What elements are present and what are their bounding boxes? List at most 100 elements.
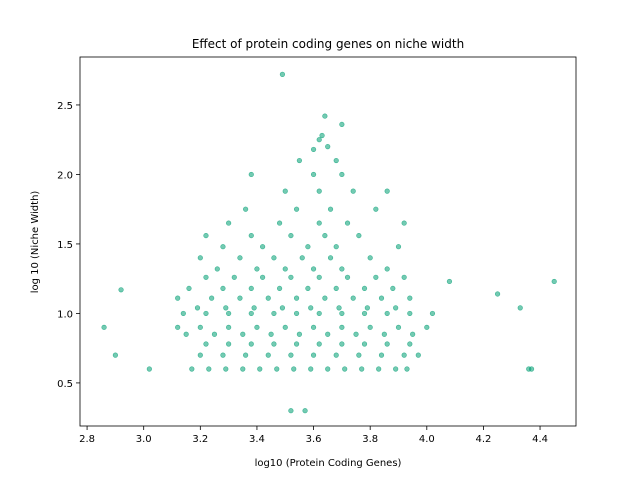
- x-tick-label: 3.8: [362, 434, 378, 445]
- point: [248, 310, 254, 317]
- point: [528, 366, 535, 372]
- point: [310, 171, 317, 178]
- point: [276, 220, 283, 226]
- point: [325, 366, 331, 372]
- point: [274, 366, 280, 372]
- point: [203, 274, 209, 280]
- point: [390, 285, 396, 292]
- point: [339, 121, 345, 128]
- point: [183, 331, 189, 337]
- point: [101, 324, 107, 330]
- point: [231, 274, 237, 280]
- point: [296, 157, 303, 164]
- point: [279, 71, 286, 77]
- point: [175, 295, 181, 301]
- point: [344, 274, 351, 280]
- point: [260, 244, 266, 250]
- point: [378, 352, 385, 358]
- point: [322, 232, 328, 239]
- point: [373, 274, 379, 280]
- point: [384, 188, 390, 194]
- point: [226, 341, 232, 347]
- chart-title: Effect of protein coding genes on niche …: [192, 37, 464, 51]
- point: [237, 295, 243, 301]
- point: [197, 352, 203, 358]
- point: [517, 305, 523, 311]
- point: [254, 266, 260, 272]
- point: [296, 331, 303, 337]
- point: [282, 324, 288, 330]
- point: [279, 305, 286, 311]
- point: [344, 220, 351, 226]
- point: [243, 352, 249, 358]
- point: [333, 285, 339, 292]
- point: [282, 188, 288, 194]
- point: [240, 331, 246, 337]
- point: [293, 341, 300, 347]
- point: [316, 341, 322, 347]
- point: [308, 366, 314, 372]
- point: [322, 113, 328, 119]
- point: [350, 188, 356, 194]
- point: [226, 324, 232, 330]
- point: [336, 305, 342, 311]
- point: [393, 366, 399, 372]
- point: [180, 310, 186, 317]
- point: [381, 331, 387, 337]
- point: [282, 266, 288, 272]
- point: [197, 324, 203, 330]
- point: [288, 408, 294, 414]
- x-tick-label: 4.4: [532, 434, 548, 445]
- point: [248, 171, 254, 178]
- point: [203, 341, 209, 347]
- y-tick-label: 2.0: [57, 170, 73, 181]
- point: [384, 341, 390, 347]
- point: [353, 331, 359, 337]
- point: [271, 310, 277, 317]
- point: [197, 255, 203, 261]
- x-tick-label: 3.6: [306, 434, 322, 445]
- point: [265, 295, 271, 301]
- point: [220, 352, 226, 358]
- point: [316, 137, 322, 143]
- point: [333, 157, 339, 164]
- point: [316, 274, 322, 280]
- point: [302, 408, 308, 414]
- point: [415, 352, 421, 358]
- point: [342, 366, 348, 372]
- point: [401, 274, 407, 280]
- point: [209, 295, 215, 301]
- point: [316, 310, 322, 317]
- point: [293, 310, 300, 317]
- y-axis-label: log 10 (Niche Width): [30, 191, 41, 294]
- y-tick-label: 1.5: [57, 240, 73, 251]
- point: [220, 285, 226, 292]
- point: [288, 274, 294, 280]
- point: [322, 295, 328, 301]
- point: [257, 366, 263, 372]
- point: [214, 266, 220, 272]
- point: [271, 341, 277, 347]
- point: [361, 285, 368, 292]
- point: [211, 331, 218, 337]
- point: [226, 310, 232, 317]
- point: [223, 305, 229, 311]
- point: [305, 285, 311, 292]
- point: [226, 220, 232, 226]
- point: [248, 341, 254, 347]
- point: [248, 285, 254, 292]
- point: [254, 324, 260, 330]
- x-tick-label: 4.0: [419, 434, 435, 445]
- point: [339, 171, 345, 178]
- point: [293, 295, 300, 301]
- point: [333, 352, 339, 358]
- point: [276, 285, 283, 292]
- y-tick-label: 0.5: [57, 379, 73, 390]
- point: [393, 305, 399, 311]
- point: [206, 366, 212, 372]
- point: [308, 305, 314, 311]
- point: [118, 287, 124, 293]
- point: [327, 255, 334, 261]
- point: [248, 232, 254, 239]
- point: [407, 341, 413, 347]
